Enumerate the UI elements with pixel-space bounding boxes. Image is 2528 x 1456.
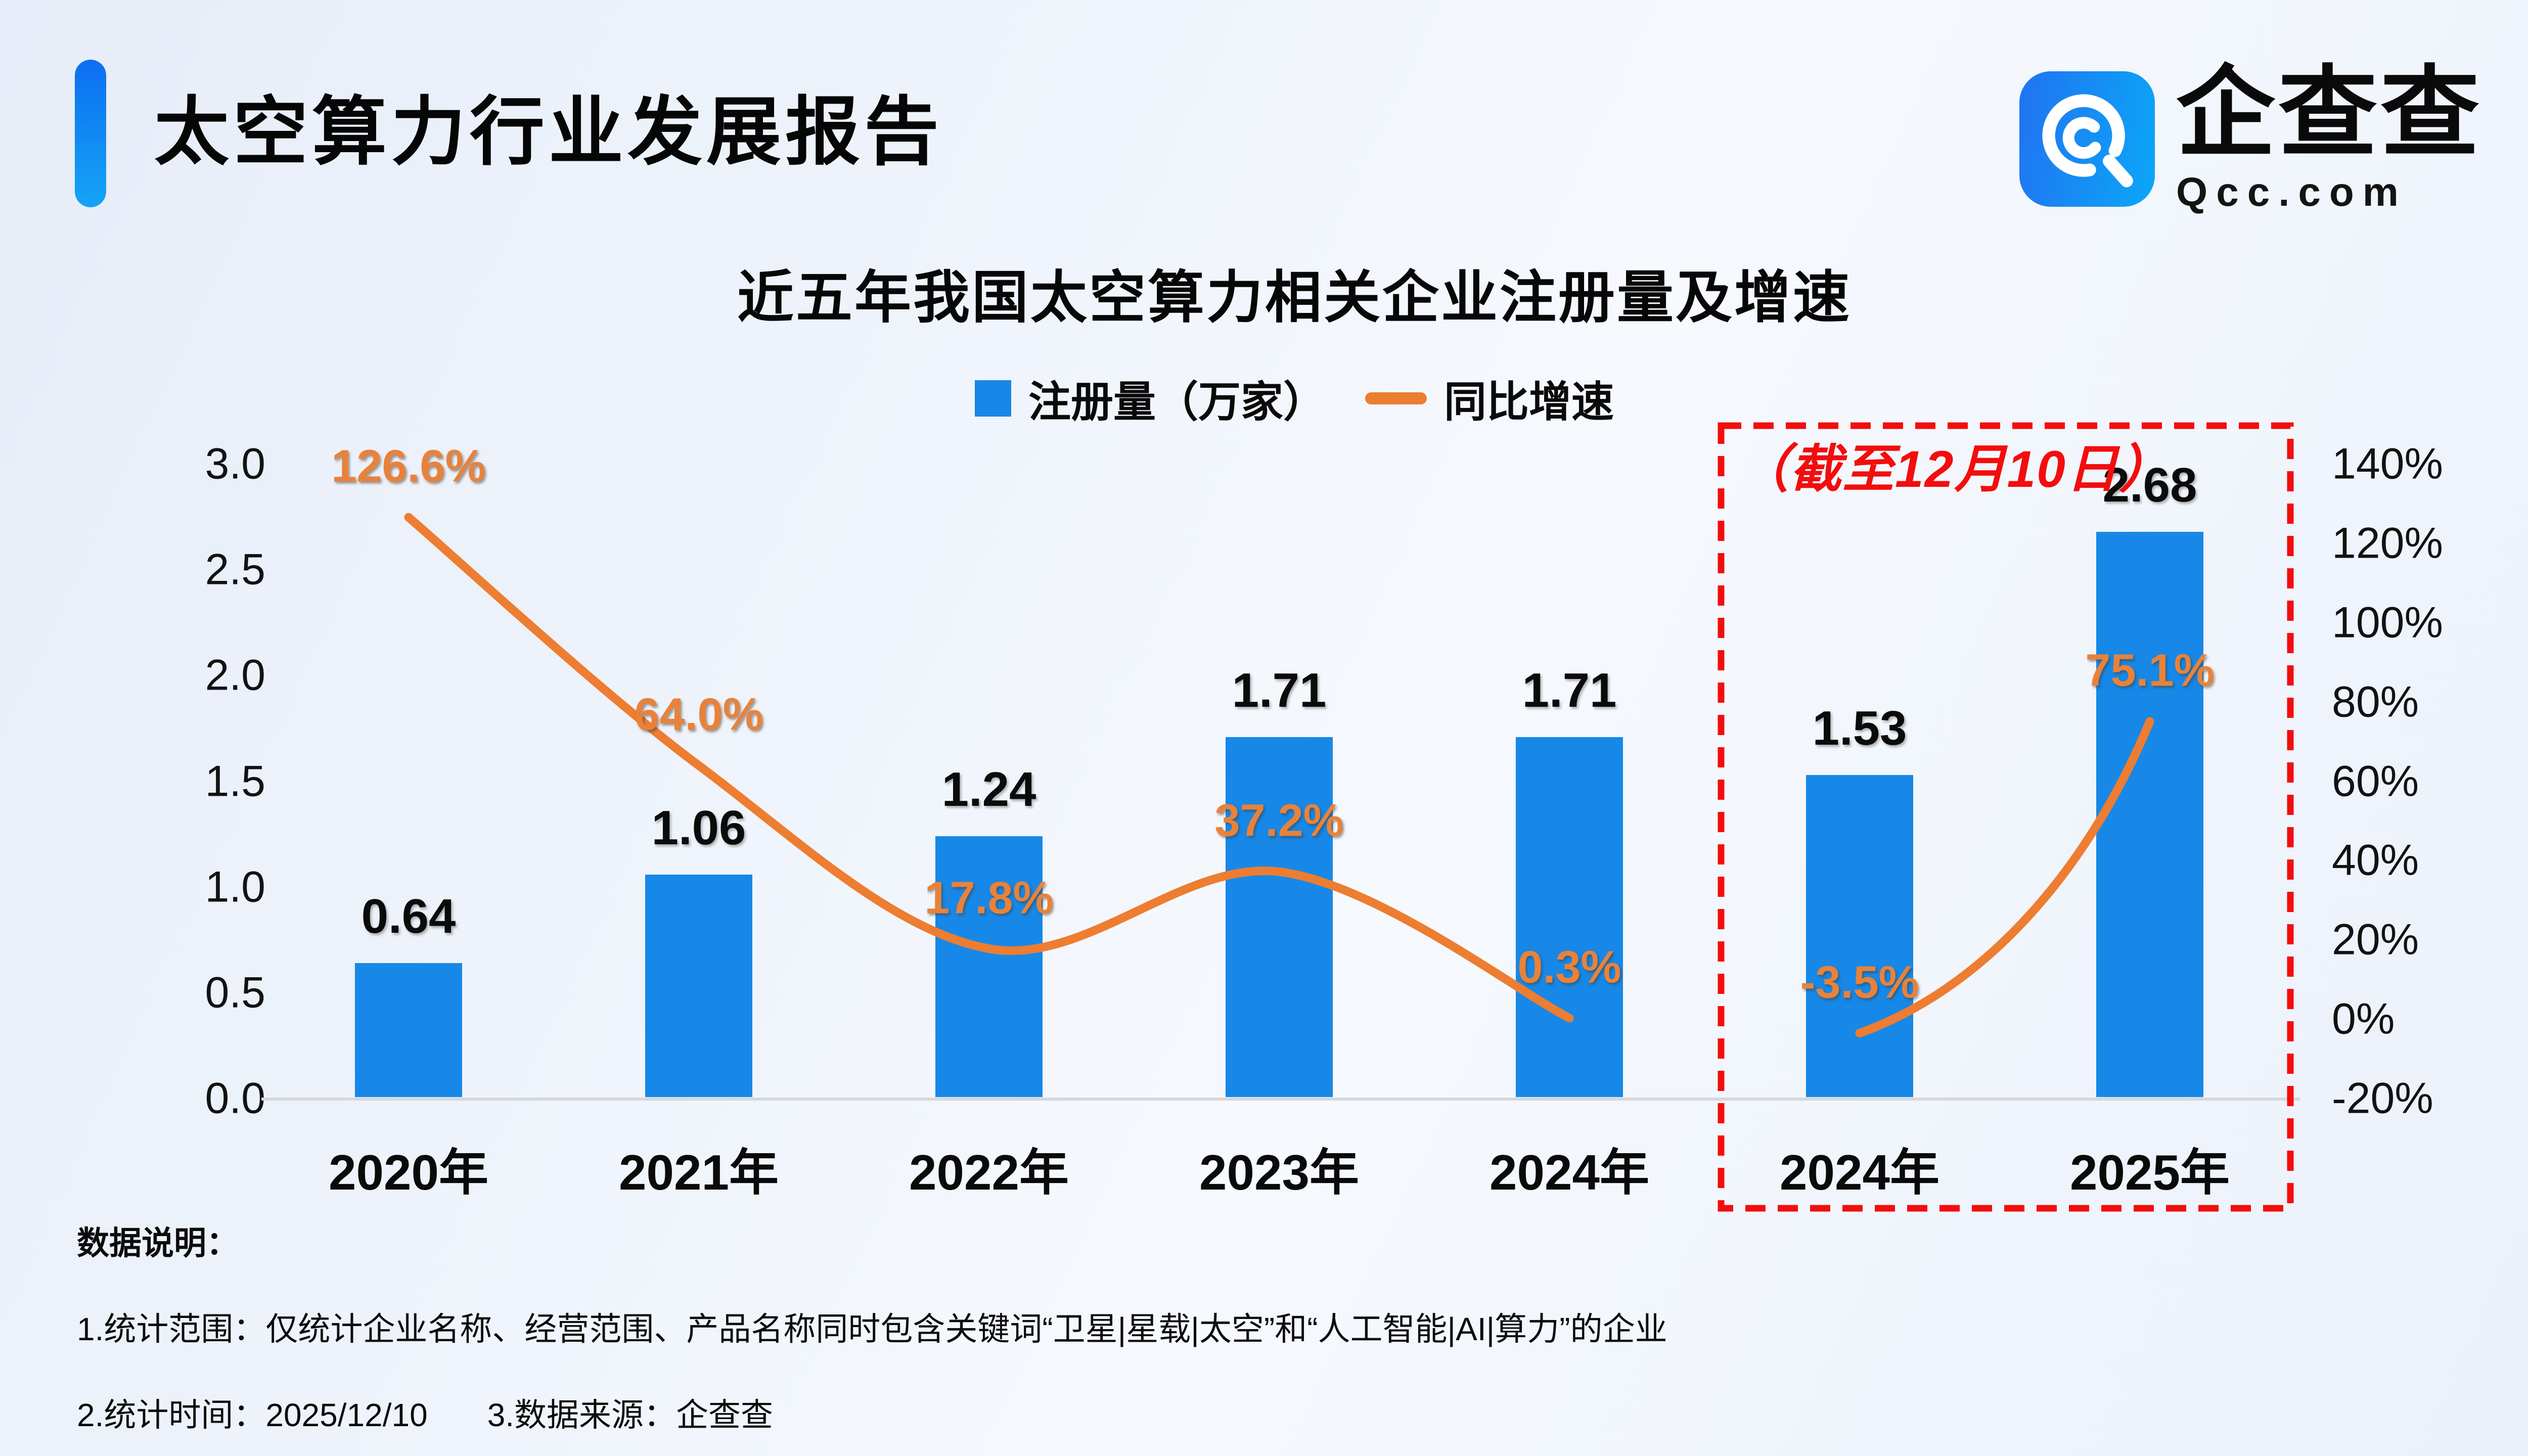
bar-value-label: 1.06: [651, 800, 746, 855]
y-right-tick-label: 120%: [2332, 519, 2443, 568]
bar-value-label: 1.71: [1232, 663, 1327, 717]
y-left-tick-label: 2.0: [205, 651, 265, 700]
y-left-tick-label: 1.0: [205, 862, 265, 912]
y-right-tick-label: 40%: [2332, 836, 2419, 885]
y-left-tick-label: 2.5: [205, 545, 265, 594]
page-title: 太空算力行业发展报告: [154, 90, 943, 174]
x-tick-label: 2023年: [1199, 1145, 1359, 1200]
notes-heading: 数据说明：: [77, 1225, 239, 1261]
chart-title: 近五年我国太空算力相关企业注册量及增速: [737, 266, 1852, 329]
logo-name: 企查查: [2176, 58, 2482, 168]
qcc-spiral-q-icon: [2019, 71, 2155, 207]
y-right-tick-label: 60%: [2332, 757, 2419, 805]
bar-value-label: 1.53: [1812, 701, 1907, 755]
y-right-tick-label: 100%: [2332, 598, 2443, 647]
logo-domain: Qcc.com: [2176, 169, 2407, 214]
x-tick-label: 2020年: [328, 1145, 488, 1200]
annotation-label: （截至12月10日）: [1737, 440, 2172, 498]
bar: [1226, 737, 1333, 1097]
legend-bar-swatch: [974, 380, 1011, 417]
note-line-3: 3.数据来源：企查查: [487, 1397, 774, 1433]
x-tick-label: 2024年: [1489, 1145, 1649, 1200]
legend-item-bars: 注册量（万家）: [974, 368, 1326, 429]
y-right-tick-label: 20%: [2332, 915, 2419, 964]
y-left-tick-label: 1.5: [205, 757, 265, 805]
y-left-tick-label: 0.0: [205, 1074, 265, 1123]
bar: [355, 963, 462, 1097]
bar: [1806, 775, 1913, 1097]
bar: [645, 874, 752, 1097]
x-tick-label: 2024年: [1779, 1145, 1939, 1200]
title-accent-bar: [75, 60, 106, 207]
legend: 注册量（万家） 同比增速: [101, 373, 2488, 426]
y-right-tick-label: 80%: [2332, 677, 2419, 726]
bar: [1516, 737, 1623, 1097]
y-right-tick-label: -20%: [2332, 1074, 2433, 1123]
legend-line-label: 同比增速: [1444, 378, 1614, 426]
bar-value-label: 0.64: [361, 889, 456, 944]
bar-value-label: 1.24: [941, 762, 1036, 817]
legend-line-swatch: [1365, 392, 1427, 404]
y-right-tick-label: 140%: [2332, 439, 2443, 488]
qcc-logo: 企查查 Qcc.com: [2019, 63, 2482, 215]
x-tick-label: 2022年: [909, 1145, 1069, 1200]
y-left-tick-label: 3.0: [205, 439, 265, 488]
growth-point-label: 126.6%: [331, 441, 486, 492]
x-tick-label: 2025年: [2069, 1145, 2230, 1200]
growth-point-label: 0.3%: [1517, 942, 1621, 993]
growth-point-label: 17.8%: [924, 873, 1054, 923]
y-left-tick-label: 0.5: [205, 968, 265, 1017]
y-right-tick-label: 0%: [2332, 994, 2395, 1043]
growth-point-label: 37.2%: [1214, 795, 1344, 846]
growth-point-label: 64.0%: [634, 689, 763, 740]
growth-point-label: 75.1%: [2085, 645, 2215, 696]
note-line-2-row: 2.统计时间：2025/12/10 3.数据来源：企查查: [77, 1389, 1667, 1436]
bar: [2096, 531, 2203, 1097]
data-notes: 数据说明： 1.统计范围：仅统计企业名称、经营范围、产品名称同时包含关键词“卫星…: [77, 1217, 1667, 1436]
logo-text: 企查查 Qcc.com: [2176, 63, 2482, 215]
note-line-1: 1.统计范围：仅统计企业名称、经营范围、产品名称同时包含关键词“卫星|星载|太空…: [77, 1311, 1667, 1347]
x-tick-label: 2021年: [618, 1145, 779, 1200]
legend-bar-label: 注册量（万家）: [1028, 378, 1326, 426]
note-line-2: 2.统计时间：2025/12/10: [77, 1397, 428, 1433]
bar-value-label: 1.71: [1522, 663, 1617, 717]
x-axis-line: [261, 1098, 2300, 1101]
legend-item-line: 同比增速: [1365, 368, 1614, 429]
growth-point-label: -3.5%: [1800, 957, 1919, 1008]
